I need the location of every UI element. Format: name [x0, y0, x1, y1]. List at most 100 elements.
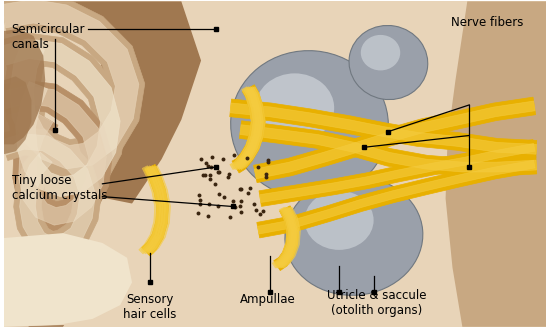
Point [244, 190, 253, 195]
Point [202, 161, 211, 166]
Polygon shape [277, 207, 298, 268]
Polygon shape [4, 76, 31, 154]
Point [226, 215, 234, 220]
Point [213, 203, 222, 208]
Polygon shape [139, 166, 161, 254]
Point [237, 186, 246, 192]
Polygon shape [272, 207, 293, 268]
Polygon shape [148, 166, 170, 254]
Polygon shape [146, 166, 168, 254]
Point [219, 194, 228, 199]
Ellipse shape [255, 73, 334, 143]
Polygon shape [276, 207, 296, 268]
Polygon shape [0, 128, 101, 258]
Polygon shape [230, 87, 257, 170]
Point [195, 197, 204, 202]
Polygon shape [238, 87, 265, 170]
Polygon shape [230, 99, 537, 158]
Polygon shape [232, 87, 259, 170]
Ellipse shape [349, 25, 428, 100]
Point [243, 156, 251, 161]
Polygon shape [2, 0, 139, 169]
Point [230, 152, 239, 157]
Point [201, 173, 210, 178]
Point [262, 172, 271, 177]
Polygon shape [259, 140, 536, 206]
Polygon shape [260, 144, 535, 203]
Text: Ampullae: Ampullae [240, 293, 296, 306]
Point [250, 201, 258, 206]
Point [236, 209, 245, 214]
Polygon shape [4, 233, 132, 327]
Point [262, 175, 271, 180]
Polygon shape [257, 156, 536, 238]
Point [214, 191, 223, 197]
Point [193, 211, 202, 216]
Point [230, 205, 239, 210]
Polygon shape [4, 1, 102, 327]
Text: Sensory
hair cells: Sensory hair cells [123, 293, 177, 321]
Point [204, 214, 212, 219]
Point [236, 187, 245, 192]
Polygon shape [254, 97, 536, 182]
Polygon shape [4, 1, 546, 327]
Point [256, 212, 265, 217]
Point [259, 209, 268, 214]
Polygon shape [446, 1, 546, 327]
Point [224, 175, 233, 180]
Polygon shape [0, 33, 126, 203]
Point [207, 154, 216, 160]
Polygon shape [254, 101, 535, 179]
Polygon shape [413, 1, 546, 327]
Text: Utricle & saccule
(otolith organs): Utricle & saccule (otolith organs) [327, 289, 426, 317]
Point [205, 173, 214, 178]
Polygon shape [274, 207, 294, 268]
Text: Nerve fibers: Nerve fibers [451, 16, 523, 29]
Point [236, 198, 245, 204]
Text: Semicircular
canals: Semicircular canals [12, 23, 85, 51]
Polygon shape [232, 85, 265, 173]
Polygon shape [240, 125, 537, 172]
Polygon shape [234, 87, 261, 170]
Ellipse shape [361, 35, 400, 70]
Point [204, 163, 212, 169]
Polygon shape [1, 0, 145, 175]
Point [235, 204, 244, 209]
Ellipse shape [285, 177, 423, 295]
Point [194, 192, 203, 198]
Point [219, 156, 228, 162]
Polygon shape [278, 207, 299, 268]
Point [213, 170, 222, 175]
Polygon shape [142, 164, 168, 256]
Point [214, 169, 223, 174]
Polygon shape [236, 87, 263, 170]
Polygon shape [141, 166, 163, 254]
Polygon shape [239, 121, 537, 176]
Polygon shape [4, 194, 172, 327]
Point [251, 207, 260, 212]
Polygon shape [257, 160, 535, 234]
Polygon shape [4, 1, 201, 327]
Polygon shape [1, 80, 112, 231]
Polygon shape [1, 39, 120, 197]
Point [263, 157, 272, 163]
Point [224, 172, 233, 177]
Point [206, 164, 215, 170]
Point [196, 156, 205, 162]
Point [254, 164, 262, 169]
Point [211, 182, 219, 187]
Ellipse shape [305, 191, 373, 250]
Polygon shape [280, 207, 300, 268]
Polygon shape [144, 166, 166, 254]
Point [263, 159, 272, 164]
Polygon shape [230, 103, 537, 154]
Polygon shape [274, 206, 299, 271]
Point [205, 201, 213, 206]
Polygon shape [2, 134, 96, 253]
Point [199, 173, 208, 178]
Point [228, 198, 237, 204]
Point [246, 185, 255, 190]
Polygon shape [2, 86, 106, 225]
Polygon shape [4, 29, 45, 144]
Ellipse shape [230, 50, 388, 199]
